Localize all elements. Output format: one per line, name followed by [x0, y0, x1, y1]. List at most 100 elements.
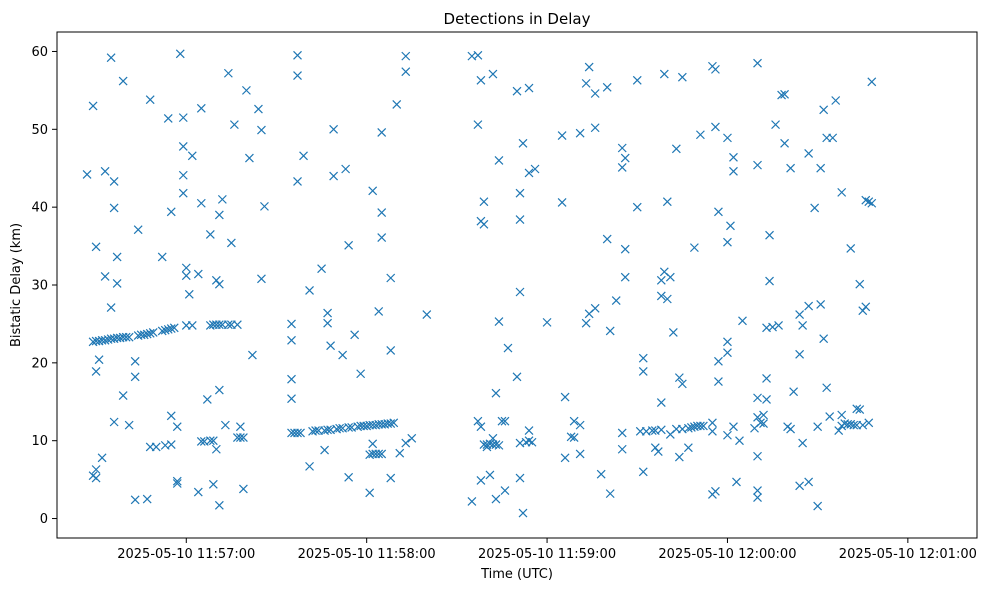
data-point [112, 279, 122, 288]
data-point [804, 301, 814, 311]
data-point [575, 420, 585, 430]
data-point [377, 233, 387, 242]
data-point [326, 341, 336, 351]
data-point [596, 469, 606, 479]
data-point [497, 416, 507, 426]
data-point [109, 203, 119, 213]
data-point [118, 76, 128, 86]
data-point [293, 50, 302, 60]
data-point [208, 479, 218, 489]
data-point [350, 330, 360, 340]
data-point [620, 153, 630, 163]
data-point [753, 493, 762, 502]
data-point [653, 447, 663, 457]
data-point [515, 287, 525, 297]
data-point [323, 318, 333, 328]
data-point [753, 451, 762, 461]
data-point [656, 425, 666, 435]
data-point [476, 475, 486, 485]
data-point [527, 437, 537, 447]
data-point [386, 419, 396, 428]
data-point [365, 488, 375, 498]
data-point [602, 82, 612, 92]
data-point [786, 424, 796, 434]
data-point [674, 373, 684, 383]
data-point [798, 321, 808, 330]
data-point [617, 143, 627, 153]
data-point [91, 465, 101, 474]
data-point [849, 420, 859, 430]
data-point [178, 188, 188, 198]
plot-marks [82, 49, 877, 518]
x-tick-label: 2025-05-10 11:57:00 [117, 547, 255, 562]
data-point [819, 334, 829, 344]
data-point [181, 271, 191, 281]
data-point [97, 453, 107, 463]
data-point [695, 421, 705, 431]
data-point [106, 303, 116, 312]
data-point [169, 323, 179, 333]
data-point [825, 412, 835, 421]
data-point [542, 317, 552, 327]
data-point [329, 124, 339, 134]
data-point [82, 170, 92, 179]
x-tick-label: 2025-05-10 11:58:00 [298, 547, 436, 562]
data-point [163, 113, 173, 123]
data-point [828, 133, 838, 143]
data-point [323, 308, 333, 318]
y-axis-label: Bistatic Delay (km) [9, 223, 24, 347]
data-point [512, 86, 522, 96]
data-point [602, 234, 612, 244]
data-point [605, 489, 615, 499]
data-point [518, 138, 528, 148]
data-point [560, 392, 570, 402]
data-point [638, 353, 648, 363]
data-point [175, 49, 185, 59]
data-point [638, 366, 648, 376]
y-tick-label: 60 [31, 45, 48, 60]
data-point [867, 198, 877, 208]
data-point [395, 448, 405, 458]
data-point [729, 422, 738, 432]
data-point [738, 316, 747, 326]
data-point [611, 296, 621, 305]
data-point [659, 69, 669, 79]
data-point [732, 477, 741, 487]
data-point [476, 75, 486, 85]
data-point [287, 335, 296, 345]
data-point [305, 461, 314, 471]
data-point [172, 479, 182, 488]
data-point [166, 324, 176, 334]
data-point [656, 398, 666, 407]
y-tick-label: 20 [31, 356, 48, 371]
data-point [557, 131, 567, 140]
data-point [202, 395, 212, 404]
data-point [768, 322, 777, 332]
data-point [765, 276, 774, 286]
data-point [617, 428, 627, 438]
y-tick-label: 30 [31, 279, 48, 294]
data-point [566, 432, 576, 442]
data-point [94, 355, 104, 365]
data-point [852, 404, 862, 414]
data-point [864, 418, 874, 428]
data-point [686, 423, 696, 432]
data-point [473, 120, 483, 130]
data-point [187, 151, 197, 161]
data-point [142, 494, 152, 504]
data-point [858, 420, 868, 430]
data-point [293, 177, 302, 186]
data-point [124, 332, 134, 342]
data-point [401, 438, 411, 448]
data-point [861, 302, 871, 312]
data-point [293, 428, 302, 438]
data-point [714, 356, 723, 366]
data-point [816, 163, 826, 173]
x-tick-label: 2025-05-10 11:59:00 [478, 547, 616, 562]
data-point [677, 379, 687, 389]
data-point [620, 272, 630, 282]
data-point [488, 69, 498, 79]
data-point [163, 324, 173, 334]
data-point [756, 418, 765, 428]
data-point [777, 90, 786, 100]
